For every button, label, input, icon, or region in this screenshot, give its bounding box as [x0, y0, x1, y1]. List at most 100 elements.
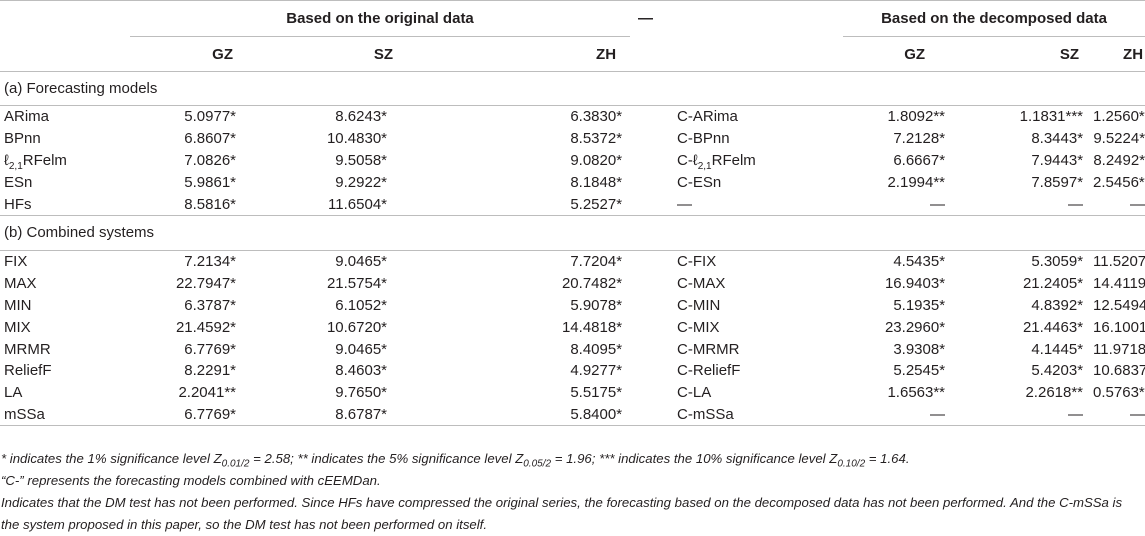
row-cname: C-ReliefF [677, 362, 741, 380]
table-row: ESn 5.9861* 9.2922* 8.1848* C-ESn 2.1994** 7.8… [0, 171, 1145, 193]
section-label-combined: (b) Combined systems [0, 214, 1145, 251]
combined-systems-rows: FIX 7.2134* 9.0465* 7.7204* C-FIX 4.5435* 5.30… [0, 250, 1145, 427]
table-footnotes: * indicates the 1% significance level Z0… [0, 448, 1145, 536]
header-col-zh: ZH [596, 45, 617, 63]
header-group-dash: — [638, 10, 654, 28]
cell-zh: 8.5372* [570, 130, 623, 148]
table-row: ReliefF 8.2291* 8.4603* 4.9277* C-ReliefF 5.2… [0, 360, 1145, 382]
cell-c-zh: — [1130, 195, 1145, 213]
cell-zh: 5.2527* [570, 195, 623, 213]
cell-sz: 10.4830* [326, 130, 387, 148]
forecasting-section: (a) Forecasting models [0, 71, 1145, 106]
combined-section: (b) Combined systems [0, 214, 1145, 251]
cell-c-sz: 4.8392* [1031, 296, 1084, 314]
cell-c-gz: 5.2545* [893, 362, 946, 380]
cell-c-sz: 2.2618** [1025, 384, 1084, 402]
cell-zh: 5.8400* [475, 403, 631, 427]
row-cname: C-ℓ2,1RFelm [677, 151, 756, 172]
cell-gz: 5.9861* [184, 173, 236, 191]
cell-c-gz: 6.6667* [893, 151, 946, 169]
header-group-decomposed: Based on the decomposed data [843, 0, 1145, 37]
header-col-gz: GZ [212, 45, 233, 63]
cell-c-sz: — [953, 403, 1094, 427]
cell-c-zh: 9.5224* [1093, 130, 1145, 148]
cell-zh: 14.4818* [561, 318, 623, 336]
cell-zh: 5.5175* [570, 384, 623, 402]
section-row-b: (b) Combined systems [0, 214, 1145, 251]
cell-c-gz: 1.6563** [887, 384, 946, 402]
header-row-columns: GZ SZ ZH GZ SZ ZH [0, 37, 1145, 72]
row-name: ReliefF [4, 362, 52, 380]
table-row: MIX 21.4592* 10.6720* 14.4818* C-MIX 23.2960*… [0, 316, 1145, 338]
cell-c-sz: 7.8597* [1031, 173, 1084, 191]
row-cname: — [677, 195, 693, 213]
row-cname: C-MAX [677, 275, 726, 293]
cell-gz: 6.7769* [184, 340, 236, 358]
row-cname: C-MIX [677, 318, 720, 336]
cell-gz: 6.7769* [130, 403, 245, 427]
header-col-c-zh: ZH [1123, 45, 1144, 63]
table-row: MAX 22.7947* 21.5754* 20.7482* C-MAX 16.9403*… [0, 273, 1145, 295]
cell-c-gz: 3.9308* [893, 340, 946, 358]
cell-c-sz: 7.9443* [1031, 151, 1084, 169]
row-cname: C-MRMR [677, 340, 740, 358]
cell-c-gz: — [843, 403, 954, 427]
table-row: ARima 5.0977* 8.6243* 6.3830* C-ARima 1.8092*… [0, 106, 1145, 128]
cell-c-sz: 1.1831*** [1019, 108, 1084, 126]
cell-sz: 9.5058* [335, 151, 387, 169]
cell-gz: 8.5816* [184, 195, 236, 213]
cell-c-sz: 5.3059* [1031, 253, 1084, 271]
cell-gz: 21.4592* [175, 318, 236, 336]
table-row: FIX 7.2134* 9.0465* 7.7204* C-FIX 4.5435* 5.30… [0, 250, 1145, 272]
cell-c-zh: 8.2492* [1093, 151, 1145, 169]
header-group-original: Based on the original data [130, 0, 631, 37]
cell-c-zh: — [1093, 403, 1145, 427]
cell-zh: 20.7482* [561, 275, 623, 293]
cell-c-sz: 21.4463* [1022, 318, 1084, 336]
header-blank [0, 1, 130, 37]
cell-c-zh: 11.9718* [1093, 340, 1145, 358]
section-row-a: (a) Forecasting models [0, 71, 1145, 106]
row-name: MRMR [4, 340, 51, 358]
cell-c-sz: — [1068, 195, 1084, 213]
cell-zh: 4.9277* [570, 362, 623, 380]
footnote-significance: * indicates the 1% significance level Z0… [1, 451, 910, 470]
cell-c-sz: 4.1445* [1031, 340, 1084, 358]
row-name: BPnn [4, 130, 41, 148]
cell-gz: 6.8607* [184, 130, 236, 148]
forecasting-models-rows: ARima 5.0977* 8.6243* 6.3830* C-ARima 1.8092*… [0, 106, 1145, 216]
row-cname: C-LA [677, 384, 712, 402]
cell-sz: 6.1052* [335, 296, 387, 314]
row-cname: C-mSSa [673, 403, 844, 427]
cell-sz: 21.5754* [326, 275, 387, 293]
cell-c-sz: 8.3443* [1031, 130, 1084, 148]
cell-zh: 6.3830* [570, 108, 623, 126]
cell-c-zh: 14.4119* [1093, 275, 1145, 293]
cell-sz: 9.0465* [335, 340, 387, 358]
cell-c-zh: 1.2560*** [1093, 108, 1145, 126]
cell-sz: 8.6243* [335, 108, 387, 126]
footnote-dm-test: Indicates that the DM test has not been … [1, 495, 1123, 532]
cell-c-zh: 2.5456** [1093, 173, 1145, 191]
cell-c-sz: 21.2405* [1022, 275, 1084, 293]
cell-c-gz: 7.2128* [893, 130, 946, 148]
cell-sz: 9.0465* [335, 253, 387, 271]
cell-sz: 8.6787* [245, 403, 475, 427]
header-row-groups: Based on the original data — Based on th… [0, 0, 1145, 37]
table-row: LA 2.2041** 9.7650* 5.5175* C-LA 1.6563** 2.26… [0, 382, 1145, 404]
cell-sz: 9.7650* [335, 384, 387, 402]
table-row: BPnn 6.8607* 10.4830* 8.5372* C-BPnn 7.2128* 8… [0, 128, 1145, 150]
row-name: FIX [4, 253, 28, 271]
row-name: ℓ2,1RFelm [4, 151, 67, 172]
cell-zh: 8.1848* [570, 173, 623, 191]
cell-c-gz: 4.5435* [893, 253, 946, 271]
cell-sz: 11.6504* [328, 195, 387, 213]
cell-zh: 8.4095* [570, 340, 623, 358]
header-col-c-gz: GZ [904, 45, 926, 63]
row-name: HFs [4, 195, 32, 213]
section-label-forecasting: (a) Forecasting models [0, 71, 1145, 106]
row-name: LA [4, 384, 23, 402]
row-cname: C-FIX [677, 253, 717, 271]
row-name: ARima [4, 108, 50, 126]
